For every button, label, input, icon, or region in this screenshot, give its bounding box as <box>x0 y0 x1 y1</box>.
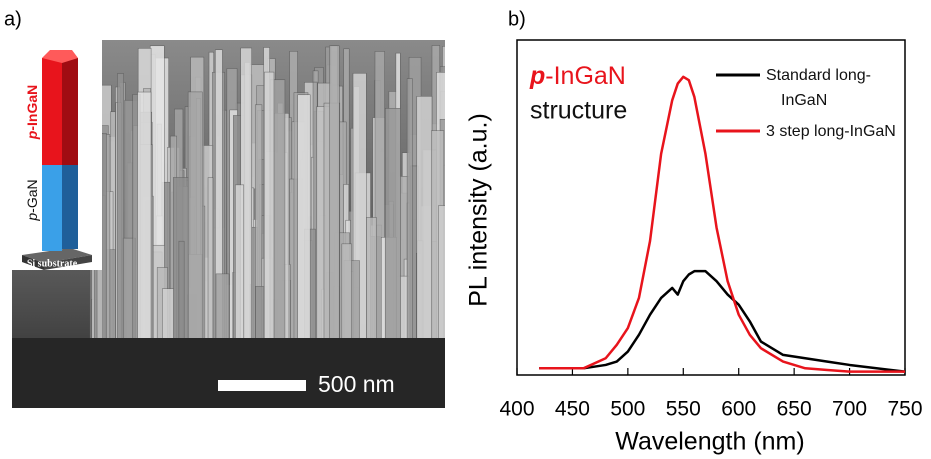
inset-emphasis: p <box>24 130 40 140</box>
sem-column <box>384 108 401 346</box>
sem-column <box>366 217 377 346</box>
sem-column <box>264 71 275 346</box>
inset-substrate-front <box>44 255 92 270</box>
sem-substrate <box>12 338 445 408</box>
sem-column <box>297 94 311 346</box>
inset-gan <box>42 165 62 251</box>
plot-frame <box>516 39 906 376</box>
sem-column <box>341 243 352 346</box>
panel-label: a) <box>4 8 22 30</box>
x-tick-label: 450 <box>555 398 590 421</box>
inset-top-face <box>42 50 78 63</box>
inset-substrate-top <box>22 248 92 263</box>
annotation: p-InGaN <box>529 62 626 90</box>
x-tick-label: 500 <box>610 398 645 421</box>
x-tick-label: 700 <box>832 398 867 421</box>
y-axis-label: PL intensity (a.u.) <box>465 113 493 307</box>
legend-label: 3 step long-InGaN <box>766 123 896 140</box>
sem-column <box>406 78 413 346</box>
inset-ingan-label: p-InGaN <box>24 85 40 140</box>
annotation-emphasis: p <box>529 62 545 90</box>
x-tick-label: 600 <box>721 398 756 421</box>
sem-column <box>117 73 124 346</box>
x-tick-label: 400 <box>499 398 534 421</box>
series-line <box>539 75 905 373</box>
sem-column <box>438 205 445 346</box>
x-axis-label: Wavelength (nm) <box>615 428 804 456</box>
panel-label: b) <box>508 8 526 30</box>
annotation-text: -InGaN <box>545 62 626 90</box>
sem-column <box>235 184 244 346</box>
inset-ingan-side <box>62 58 78 165</box>
sem-column <box>207 177 214 346</box>
legend-label: Standard long-InGaN <box>766 67 871 109</box>
scale-bar-label: 500 nm <box>318 371 395 397</box>
annotation: structure <box>530 97 627 125</box>
sem-column <box>137 91 152 346</box>
inset-ingan <box>42 58 62 165</box>
inset-gan-label: p-GaN <box>24 179 40 221</box>
sem-column <box>416 96 433 346</box>
inset-text: -InGaN <box>24 85 40 131</box>
sem-column <box>329 45 340 346</box>
x-tick-label: 650 <box>777 398 812 421</box>
sem-column <box>178 240 185 346</box>
sem-overlay: 500 nm p-InGaN p-GaN Si substrate <box>12 40 445 408</box>
sem-column <box>215 273 230 346</box>
inset-gan-side <box>62 165 78 249</box>
sem-column <box>162 288 174 346</box>
inset-text: -GaN <box>24 179 40 212</box>
inset-substrate-label: Si substrate <box>27 258 78 269</box>
inset-emphasis: p <box>24 213 40 222</box>
inset-substrate-side <box>22 255 44 270</box>
x-tick-label: 750 <box>887 398 922 421</box>
sem-column <box>447 156 462 345</box>
scale-bar <box>218 380 306 391</box>
series-line <box>539 269 906 373</box>
x-tick-label: 550 <box>666 398 701 421</box>
sem-column <box>187 91 203 346</box>
